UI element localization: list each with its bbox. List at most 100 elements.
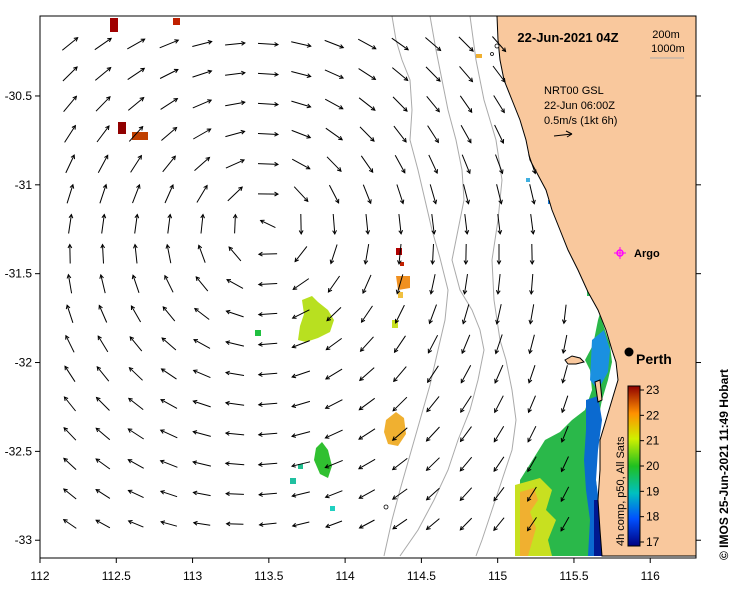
current-vector [162,155,176,173]
current-vector [495,304,502,325]
current-vector [291,309,310,319]
current-vector [324,429,343,439]
x-axis: 112 112.5 113 113.5 114 114.5 115 115.5 116 [30,558,660,583]
map-title: 22-Jun-2021 04Z [517,30,618,45]
current-vector [133,243,138,264]
y-axis: -30.5 -31 -31.5 -32 -32.5 -33 [5,89,701,547]
current-vector [192,430,211,437]
current-vector [225,40,246,46]
current-vector [325,127,344,141]
current-label-line1: NRT00 GSL [544,85,604,97]
current-vector [527,425,537,443]
current-vector [225,100,246,107]
current-vector [129,336,143,352]
current-vector [494,124,505,144]
current-vector [427,365,439,384]
current-vector [225,309,244,318]
current-vector [63,427,77,441]
current-vector [325,368,343,380]
current-vector [64,124,76,143]
sst-cell-yg [255,330,261,336]
current-vector [63,457,77,470]
current-vector [192,399,211,408]
current-vector [324,399,343,409]
current-vector [560,456,569,473]
x-tick-label: 115 [488,569,507,583]
current-vector [128,366,143,381]
current-vector [365,214,371,235]
current-vector [192,369,211,379]
current-vector [494,334,503,355]
current-vector [358,489,376,499]
isobath-200m [383,16,449,557]
current-vector [96,365,110,382]
y-tick-label: -32 [15,356,33,370]
current-vector [159,459,178,468]
current-vector [492,36,507,53]
current-vector [161,337,177,351]
current-vector [358,428,376,440]
current-vector [461,154,471,175]
current-vector [257,191,280,197]
current-vector [96,125,110,143]
sst-cell-lg [392,320,398,328]
y-tick-label: -33 [15,533,33,547]
current-vector [529,243,535,266]
current-vector [130,154,142,173]
current-vector [460,365,472,384]
current-vector [132,183,141,204]
current-vector [127,489,144,499]
current-vector [62,519,77,529]
current-vector [427,334,439,354]
current-vector [560,425,569,443]
current-vector [426,396,440,413]
current-vector [160,368,177,380]
current-vector [164,184,174,204]
current-vector [495,154,504,175]
current-vector [167,213,173,234]
current-vector [127,38,146,50]
current-vector [357,38,377,50]
current-vector [391,488,408,500]
sst-cell-dr2 [173,18,180,25]
current-vector [225,491,244,497]
current-vector [527,365,536,384]
sst-patch-green [314,442,332,478]
current-vector [225,159,246,169]
current-vector [463,243,469,266]
current-vector [360,155,374,174]
current-vector [358,458,376,470]
current-vector [259,219,276,229]
current-vector [425,487,440,501]
current-vector [160,399,178,409]
current-vector [101,213,107,234]
current-vector [395,304,405,324]
current-vector [527,486,537,502]
colorbar-ticks: 23 22 21 20 19 18 17 [640,383,660,549]
x-tick-label: 116 [641,569,660,583]
current-vector [358,397,375,411]
current-vector [359,336,374,352]
current-vector [192,99,213,109]
current-vector [329,244,338,265]
current-vector [393,335,406,354]
current-vector [460,125,472,144]
current-vector [427,125,439,144]
current-vector [526,517,537,532]
current-vector [194,156,211,171]
current-vector [225,70,246,76]
current-vector [257,281,278,287]
current-vector [193,307,210,320]
current-label-line3: 0.5m/s (1kt 6h) [544,115,617,127]
current-vector [528,334,535,355]
garden-island [594,379,603,403]
current-vector [426,95,440,113]
current-vector [94,37,113,51]
colorbar-caption: 4h comp, p50, All Sats [615,436,627,546]
current-vector [461,334,471,355]
current-vector [325,337,342,351]
current-vector [291,158,311,170]
current-vector [68,213,74,234]
current-vector [159,39,180,49]
current-vector [67,243,73,264]
